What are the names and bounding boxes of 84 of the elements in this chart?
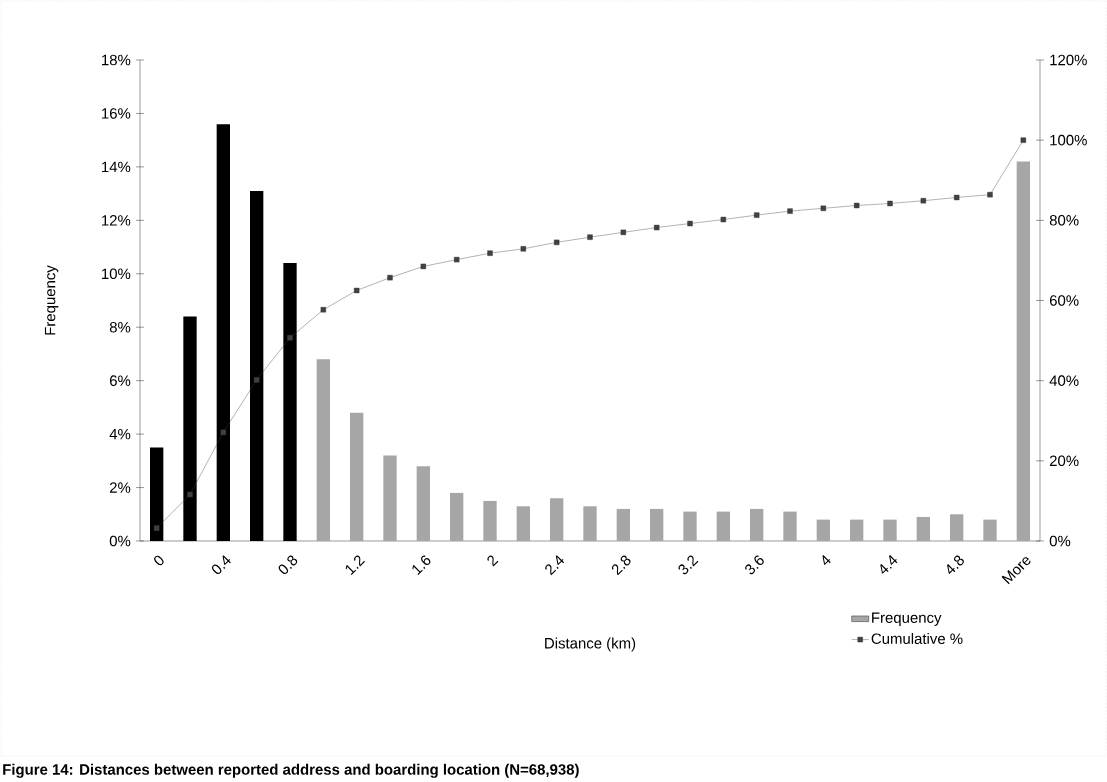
- legend-label: Cumulative %: [871, 633, 963, 644]
- x-tick-label: 4: [822, 555, 831, 565]
- bar: [683, 511, 697, 541]
- bar: [650, 508, 664, 541]
- bar: [583, 506, 597, 541]
- bar: [783, 511, 797, 541]
- text: Figure 14: Distances between reported address and boarding location (N=68,938): [3, 763, 579, 778]
- bar: [1016, 161, 1031, 541]
- x-tick-label: 2.8: [611, 555, 631, 576]
- bar: [416, 466, 430, 541]
- bar: [816, 519, 831, 541]
- bar: [483, 500, 497, 541]
- point: [587, 234, 593, 240]
- point: [787, 208, 793, 214]
- x-tick-label: 0.8: [278, 555, 298, 574]
- y-tick-label: 12%: [102, 215, 131, 226]
- y-tick-label: 16%: [102, 108, 131, 119]
- point: [320, 307, 327, 313]
- x-tick-label: 4.4: [880, 555, 898, 574]
- point: [520, 246, 527, 252]
- point: [387, 274, 393, 281]
- point: [620, 229, 627, 236]
- bar: [950, 514, 964, 541]
- x-tick-label: 3.6: [745, 555, 764, 575]
- bar: [716, 511, 731, 541]
- bar: [383, 455, 397, 541]
- point: [987, 191, 993, 198]
- point: [920, 197, 927, 204]
- point: [287, 335, 293, 341]
- y2-tick-label: 60%: [1049, 295, 1079, 306]
- y-tick-label: 10%: [102, 268, 131, 280]
- point: [553, 239, 560, 246]
- x-axis-title: Distance (km): [545, 637, 636, 652]
- point: [420, 263, 427, 270]
- point: [753, 212, 760, 218]
- point: [820, 205, 827, 211]
- point: [353, 287, 360, 294]
- y-tick-label: 18%: [102, 54, 131, 66]
- point: [187, 491, 193, 498]
- y2-tick-label: 20%: [1049, 455, 1079, 467]
- point: [1020, 137, 1027, 143]
- point: [220, 429, 227, 436]
- x-tick-label: 1.6: [412, 555, 431, 575]
- point: [887, 200, 893, 207]
- bar: [316, 359, 330, 541]
- bar: [983, 519, 997, 541]
- y-tick-label: 6%: [109, 375, 131, 386]
- bar: [883, 519, 897, 541]
- x-tick-label: 2.4: [545, 555, 565, 576]
- x-tick-label: 2: [487, 555, 499, 567]
- point: [853, 202, 860, 209]
- bar: [550, 498, 564, 541]
- point: [953, 194, 960, 201]
- bar: [750, 508, 764, 541]
- y2-tick-label: 100%: [1050, 134, 1087, 146]
- bar: [850, 519, 864, 541]
- y2-tick-label: 40%: [1049, 375, 1079, 386]
- y-tick-label: 0%: [109, 535, 131, 547]
- x-tick-label: 4.8: [947, 555, 964, 574]
- y-tick-label: 2%: [109, 482, 131, 493]
- x-tick-label: 1.2: [345, 555, 365, 575]
- y-tick-label: 8%: [109, 321, 131, 333]
- point: [653, 224, 660, 231]
- legend-label: Frequency: [872, 612, 942, 626]
- bar: [450, 492, 464, 541]
- y2-tick-label: 80%: [1049, 215, 1079, 226]
- point: [453, 256, 460, 263]
- bar: [616, 508, 630, 541]
- y-tick-label: 14%: [102, 161, 131, 173]
- x-tick-label: 0: [154, 555, 164, 566]
- x-tick-label: 3.2: [678, 555, 699, 575]
- bar: [350, 412, 364, 541]
- point: [720, 216, 727, 223]
- x-tick-label: 0.4: [211, 555, 231, 574]
- y-tick-label: 4%: [109, 428, 131, 440]
- point: [253, 377, 260, 383]
- bar: [916, 516, 931, 541]
- point: [687, 220, 693, 227]
- point: [153, 525, 160, 531]
- point: [487, 250, 493, 256]
- y2-tick-label: 0%: [1049, 535, 1071, 547]
- y2-tick-label: 120%: [1050, 54, 1087, 66]
- bar: [516, 506, 530, 541]
- y-axis-title: Frequency: [44, 265, 59, 335]
